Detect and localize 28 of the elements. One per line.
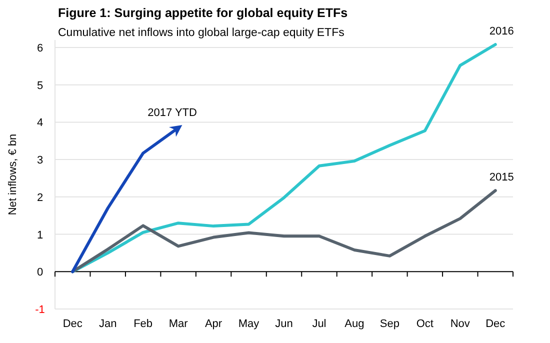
- y-axis-title: Net inflows, € bn: [7, 134, 19, 216]
- y-tick-label: 4: [36, 117, 44, 130]
- series-label: 2015: [489, 172, 514, 184]
- series-label: 2016: [489, 25, 514, 38]
- y-tick-label: 0: [36, 266, 44, 279]
- x-tick-label: Jun: [275, 318, 293, 330]
- line-series: [71, 189, 497, 274]
- x-tick-label: Mar: [168, 318, 188, 330]
- y-tick-label: 5: [36, 80, 44, 92]
- y-tick-label: 1: [36, 229, 44, 242]
- x-tick-label: Dec: [62, 318, 83, 330]
- x-tick-label: Feb: [134, 318, 153, 330]
- x-tick-label: Oct: [416, 318, 434, 330]
- x-tick-label: Aug: [344, 318, 364, 330]
- y-tick-label: 6: [36, 42, 44, 54]
- chart-title: Figure 1: Surging appetite for global equity ETFs: [58, 6, 348, 20]
- x-tick-label: Jul: [312, 318, 326, 330]
- x-tick-label: Jan: [98, 318, 117, 330]
- x-tick-label: Sep: [380, 318, 400, 330]
- x-tick-label: May: [238, 318, 260, 330]
- x-tick-label: Nov: [450, 318, 470, 330]
- y-tick-label: -1: [35, 304, 45, 316]
- y-tick-label: 2: [36, 192, 44, 204]
- chart-subtitle: Cumulative net inflows into global large-cap equity ETFs: [58, 27, 345, 39]
- x-tick-label: Dec: [486, 318, 506, 330]
- series-label: 2017 YTD: [148, 106, 198, 119]
- x-tick-label: Apr: [204, 318, 222, 330]
- y-tick-label: 3: [36, 154, 44, 167]
